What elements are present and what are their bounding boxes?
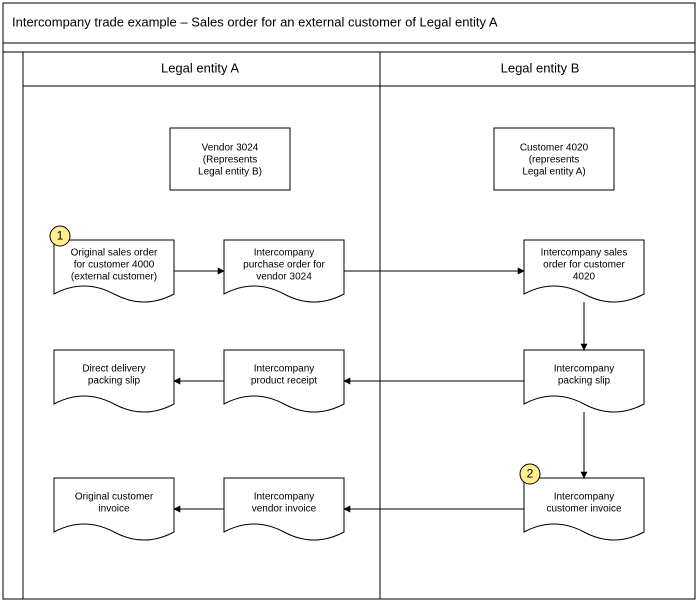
svg-text:packing slip: packing slip — [558, 375, 611, 386]
svg-text:Direct delivery: Direct delivery — [82, 363, 145, 374]
diagram-canvas: Intercompany trade example – Sales order… — [0, 0, 698, 602]
svg-text:Original customer: Original customer — [75, 491, 154, 502]
svg-text:Legal entity B): Legal entity B) — [198, 166, 262, 177]
svg-text:Vendor 3024: Vendor 3024 — [202, 142, 259, 153]
svg-text:Intercompany sales: Intercompany sales — [541, 247, 628, 258]
diagram-title: Intercompany trade example – Sales order… — [12, 14, 498, 29]
node-label-icPackSlip: Intercompanypacking slip — [554, 363, 615, 386]
svg-text:product receipt: product receipt — [251, 375, 317, 386]
svg-text:for customer 4000: for customer 4000 — [74, 259, 155, 270]
svg-text:Legal entity A): Legal entity A) — [522, 166, 585, 177]
node-label-origSalesOrder: Original sales orderfor customer 4000(ex… — [71, 247, 158, 282]
node-label-ddPackSlip: Direct deliverypacking slip — [82, 363, 145, 386]
svg-text:(represents: (represents — [529, 154, 580, 165]
node-label-icVendorInv: Intercompanyvendor invoice — [252, 491, 317, 514]
badge-label: 2 — [527, 467, 534, 481]
svg-text:invoice: invoice — [98, 503, 130, 514]
svg-text:vendor 3024: vendor 3024 — [256, 271, 312, 282]
svg-text:Customer 4020: Customer 4020 — [520, 142, 589, 153]
svg-text:(Represents: (Represents — [203, 154, 257, 165]
svg-text:order for customer: order for customer — [543, 259, 625, 270]
column-header: Legal entity A — [161, 60, 239, 75]
badge-label: 1 — [57, 229, 64, 243]
svg-text:(external customer): (external customer) — [71, 271, 157, 282]
svg-text:vendor invoice: vendor invoice — [252, 503, 317, 514]
svg-text:Intercompany: Intercompany — [254, 491, 315, 502]
svg-text:Intercompany: Intercompany — [254, 363, 315, 374]
svg-text:Intercompany: Intercompany — [554, 363, 615, 374]
svg-text:purchase order for: purchase order for — [243, 259, 325, 270]
svg-text:customer invoice: customer invoice — [546, 503, 621, 514]
node-label-vendor3024: Vendor 3024(RepresentsLegal entity B) — [198, 142, 262, 177]
svg-text:packing slip: packing slip — [88, 375, 141, 386]
svg-text:Intercompany: Intercompany — [254, 247, 315, 258]
svg-text:Intercompany: Intercompany — [554, 491, 615, 502]
svg-text:4020: 4020 — [573, 271, 596, 282]
svg-text:Original sales order: Original sales order — [71, 247, 158, 258]
column-header: Legal entity B — [501, 60, 580, 75]
node-label-icProdReceipt: Intercompanyproduct receipt — [251, 363, 317, 386]
node-label-customer4020: Customer 4020(representsLegal entity A) — [520, 142, 589, 177]
node-label-icCustInv: Intercompanycustomer invoice — [546, 491, 621, 514]
